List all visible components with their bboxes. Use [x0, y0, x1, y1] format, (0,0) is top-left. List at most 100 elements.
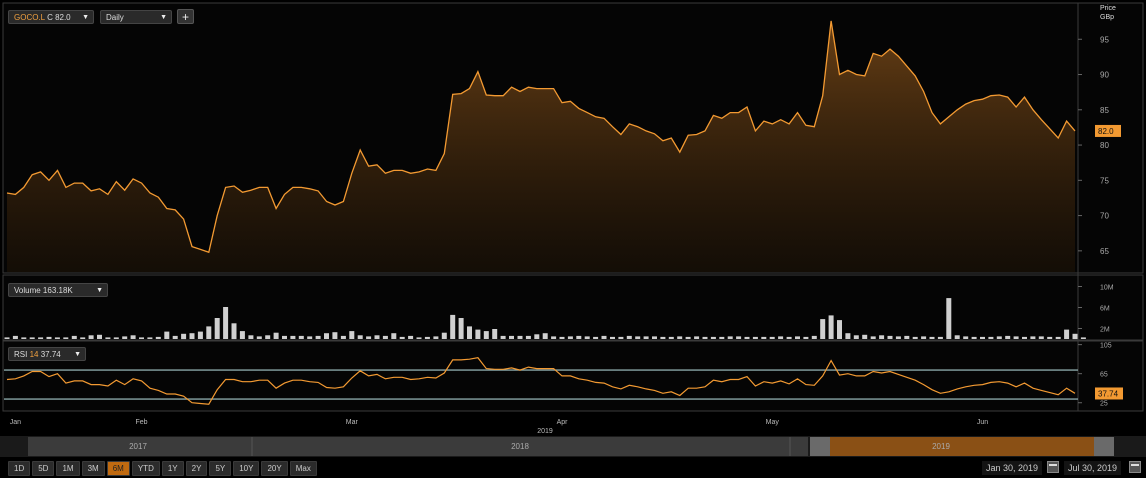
volume-value: 163.18K: [42, 286, 73, 295]
volume-bar: [853, 335, 859, 339]
volume-bar: [811, 335, 817, 339]
date-to[interactable]: Jul 30, 2019: [1064, 461, 1122, 475]
volume-bar: [517, 335, 523, 339]
volume-bar: [197, 331, 203, 339]
range-button-max[interactable]: Max: [289, 461, 317, 476]
volume-bar: [1064, 329, 1070, 339]
chevron-down-icon: ▼: [160, 14, 167, 21]
range-button-5d[interactable]: 5D: [32, 461, 55, 476]
volume-bar: [71, 335, 77, 339]
volume-bar: [231, 323, 237, 340]
navigator-left-handle: [810, 437, 830, 456]
volume-bar: [1022, 336, 1027, 339]
rsi-y-tick-label: 25: [1100, 401, 1108, 408]
volume-bar: [593, 336, 599, 339]
navigator-year-label: 2018: [511, 442, 529, 451]
volume-bar: [937, 336, 943, 339]
volume-bar: [450, 314, 456, 339]
rsi-last-tag: [1095, 387, 1123, 400]
volume-bar: [113, 337, 119, 339]
volume-bar: [458, 318, 464, 339]
volume-bar: [710, 336, 716, 339]
price-y-tick-label: 95: [1100, 35, 1109, 44]
x-tick-label: Feb: [136, 419, 148, 426]
volume-bar: [21, 337, 27, 339]
volume-bar: [963, 336, 969, 339]
range-button-1y[interactable]: 1Y: [161, 461, 184, 476]
volume-bar: [139, 337, 144, 339]
volume-bar: [744, 336, 750, 339]
price-y-tick-label: 85: [1100, 106, 1109, 115]
price-last-tag: [1095, 124, 1121, 137]
range-button-10y[interactable]: 10Y: [233, 461, 260, 476]
range-button-6m[interactable]: 6M: [106, 461, 130, 476]
range-button-3m[interactable]: 3M: [81, 461, 105, 476]
price-y-tick-label: 80: [1100, 141, 1109, 150]
price-y-tick-label: 65: [1100, 247, 1109, 256]
volume-bar: [63, 337, 69, 339]
range-button-5y[interactable]: 5Y: [209, 461, 232, 476]
navigator-history: [28, 437, 808, 456]
volume-bar: [685, 336, 691, 339]
chevron-down-icon: ▼: [96, 287, 103, 294]
date-from[interactable]: Jan 30, 2019: [982, 461, 1043, 475]
volume-bar: [382, 335, 388, 339]
range-button-1d[interactable]: 1D: [8, 461, 31, 476]
volume-bar: [340, 335, 346, 339]
range-button-ytd[interactable]: YTD: [131, 461, 160, 476]
volume-bar: [887, 335, 893, 339]
volume-dropdown[interactable]: Volume 163.18K ▼: [8, 283, 108, 297]
volume-bar: [988, 336, 994, 339]
interval-label: Daily: [106, 13, 124, 22]
volume-bar: [668, 336, 674, 339]
volume-bar: [433, 336, 439, 339]
range-button-1m[interactable]: 1M: [56, 461, 80, 476]
volume-bar: [736, 336, 742, 339]
price-last-value: 82.0: [1098, 127, 1114, 136]
x-tick-label: Mar: [346, 419, 359, 426]
symbol-dropdown[interactable]: GOCO.L C 82.0 ▼: [8, 10, 94, 24]
volume-bar: [980, 336, 985, 339]
volume-bar: [795, 336, 800, 339]
volume-bar: [837, 320, 842, 339]
volume-bar: [542, 333, 548, 339]
chevron-down-icon: ▼: [74, 351, 81, 358]
volume-bar: [475, 329, 481, 339]
volume-bar: [652, 336, 657, 339]
volume-bar: [559, 336, 565, 339]
volume-bar: [298, 335, 304, 339]
volume-bar: [357, 335, 363, 339]
volume-bar: [424, 336, 430, 339]
price-line: [6, 20, 1076, 254]
interval-dropdown[interactable]: Daily ▼: [100, 10, 172, 24]
range-button-2y[interactable]: 2Y: [185, 461, 208, 476]
volume-bar: [551, 336, 557, 339]
volume-bar: [929, 336, 935, 339]
x-tick-label: May: [766, 419, 780, 426]
volume-bar: [509, 335, 514, 339]
rsi-last-value: 37.74: [1098, 389, 1119, 398]
navigator-selection: [830, 437, 1094, 456]
volume-bar: [1030, 336, 1036, 339]
volume-bar: [172, 335, 178, 339]
calendar-icon[interactable]: [1047, 461, 1059, 473]
volume-bar: [391, 333, 397, 339]
rsi-line: [6, 357, 1076, 405]
volume-bar: [29, 337, 35, 339]
volume-bar: [467, 326, 472, 339]
range-button-20y[interactable]: 20Y: [261, 461, 288, 476]
volume-bar: [147, 337, 153, 339]
volume-bar: [694, 336, 700, 339]
volume-bar: [845, 333, 851, 339]
volume-y-tick-label: 6M: [1100, 306, 1110, 313]
calendar-icon[interactable]: [1129, 461, 1141, 473]
volume-bar: [702, 336, 708, 339]
volume-bar: [374, 335, 380, 339]
volume-bar: [315, 335, 321, 339]
navigator-year-label: 2019: [932, 442, 950, 451]
add-indicator-button[interactable]: +: [177, 9, 194, 24]
rsi-dropdown[interactable]: RSI 14 37.74 ▼: [8, 347, 86, 361]
volume-bar: [1047, 336, 1053, 339]
volume-bar: [122, 336, 128, 339]
